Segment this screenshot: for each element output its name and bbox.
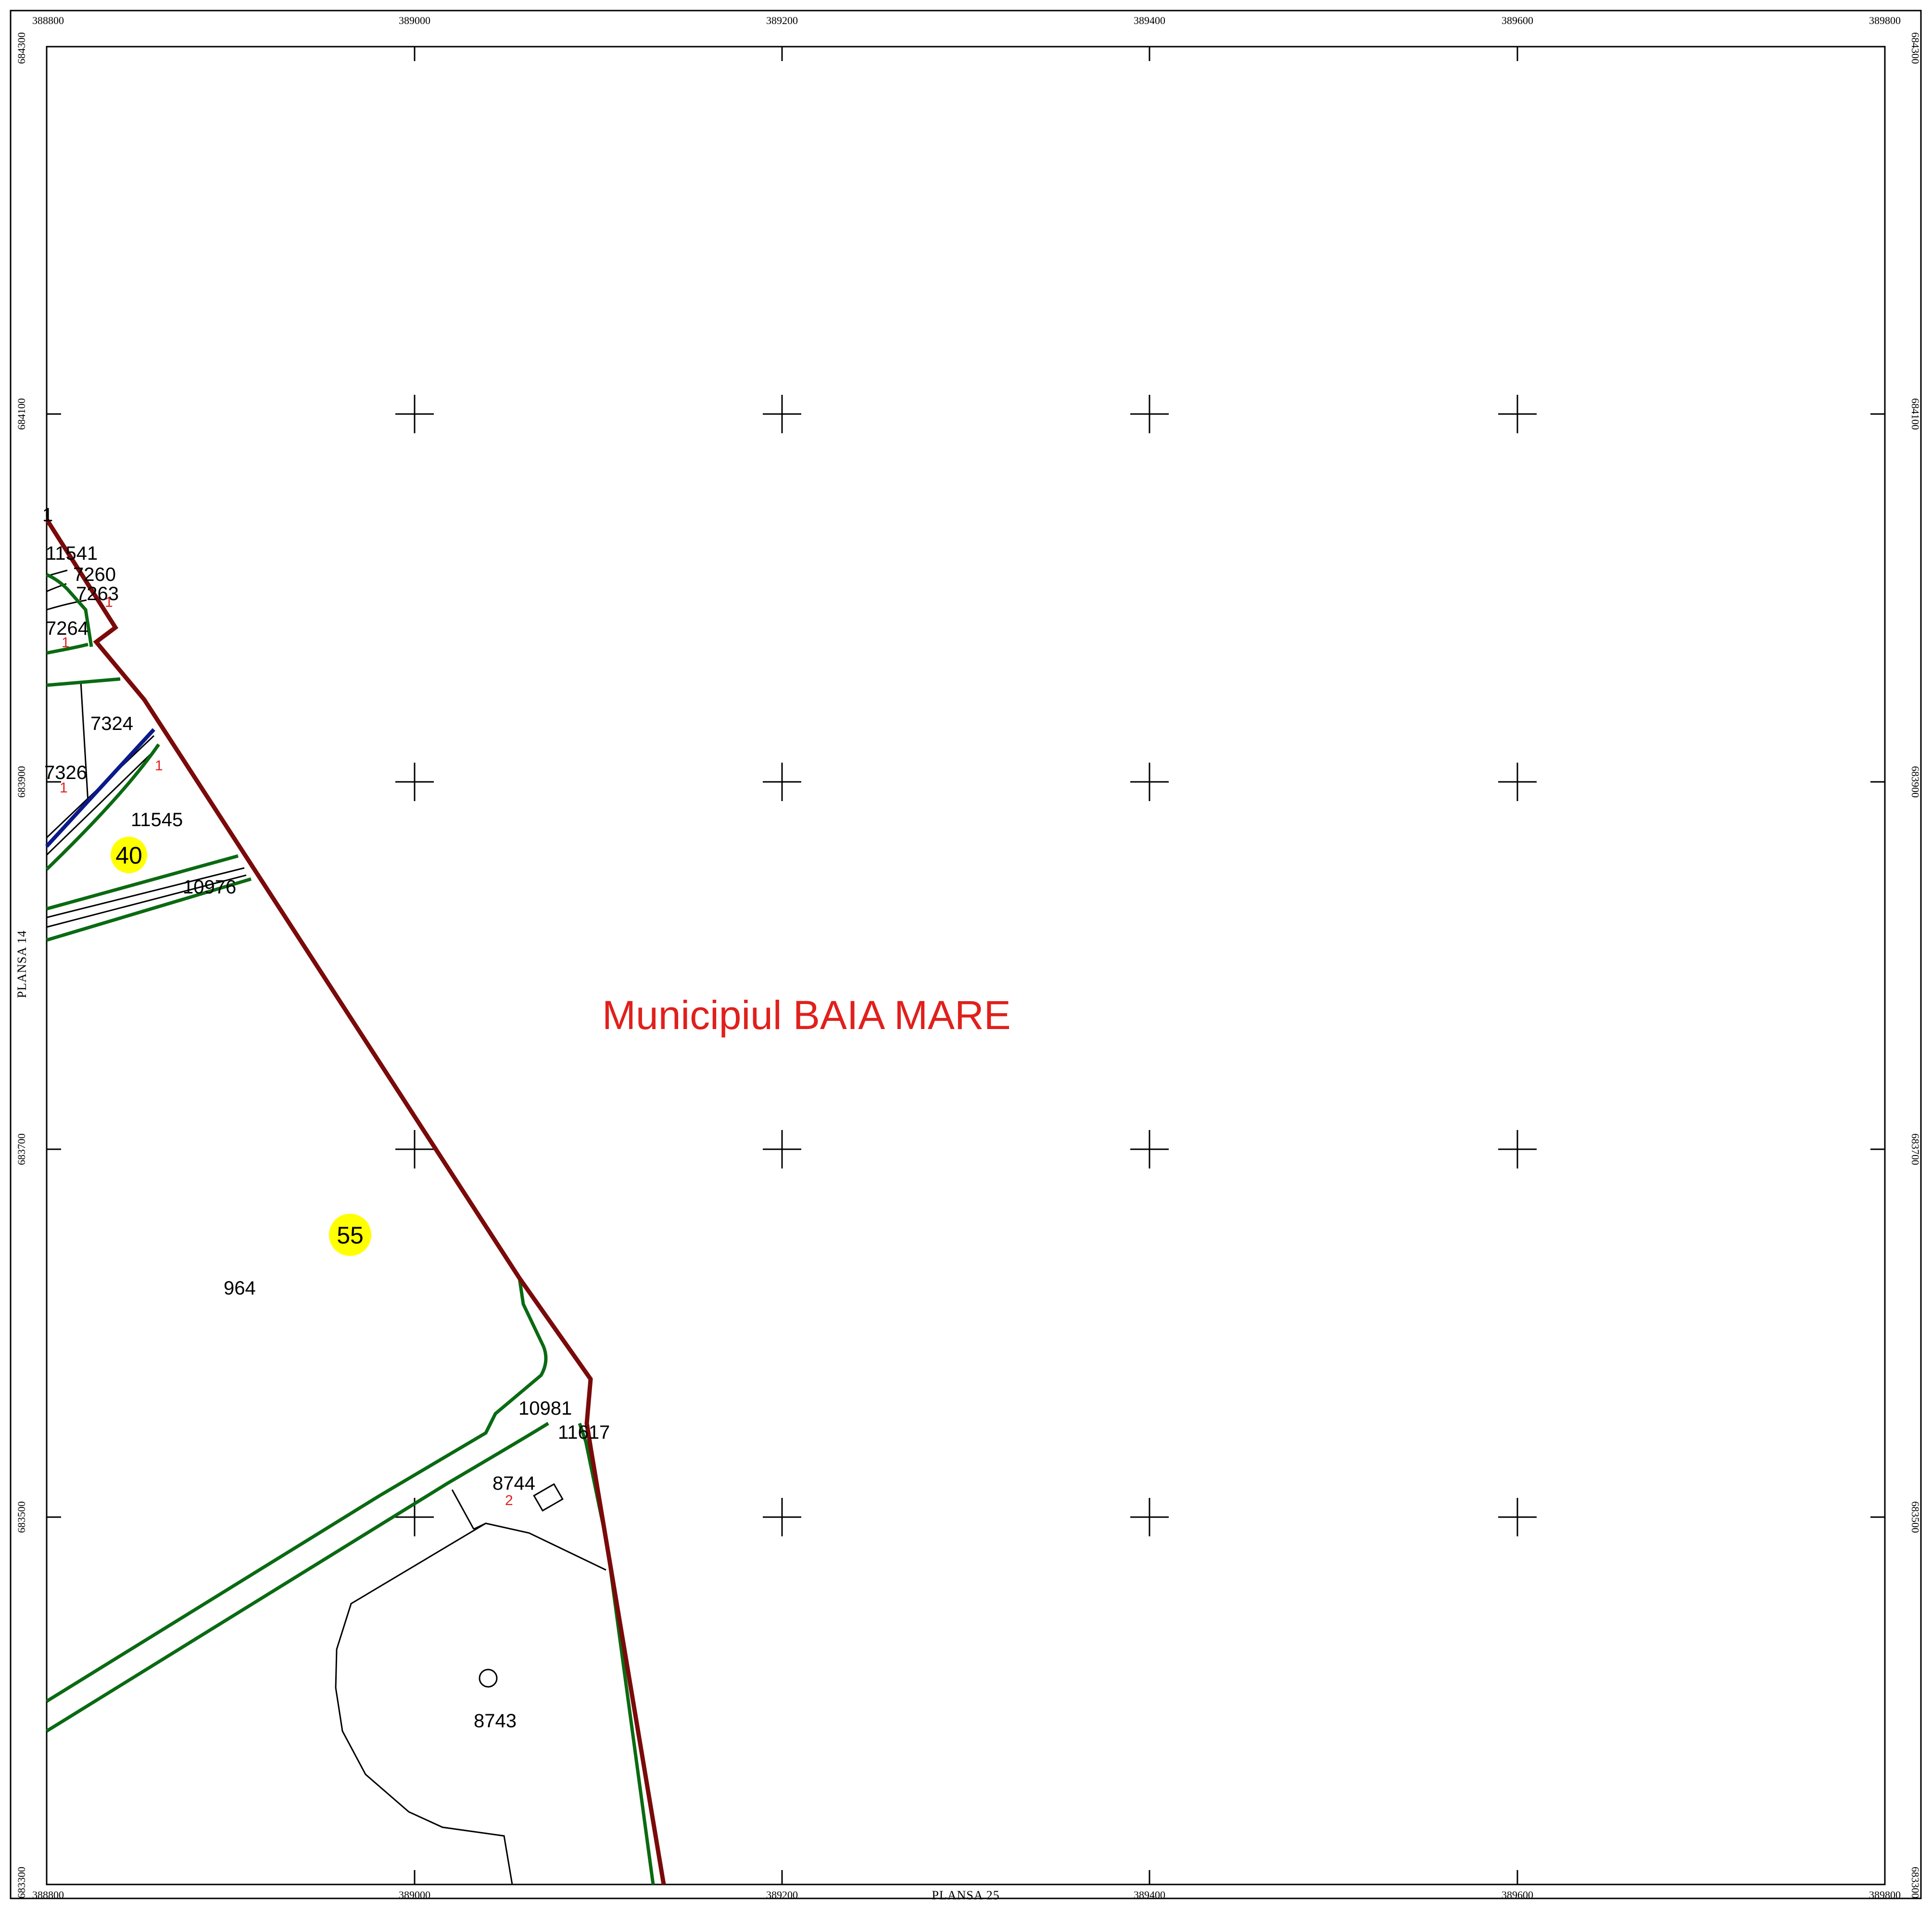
marker-7326: 1 xyxy=(60,780,68,796)
x-tick-bottom-389400: 389400 xyxy=(1134,1889,1165,1901)
frame-ticks xyxy=(47,47,1885,1884)
x-tick-top-389000: 389000 xyxy=(399,14,430,26)
administrative-boundary xyxy=(45,518,666,1885)
x-tick-top-389800: 389800 xyxy=(1869,14,1901,26)
marker-7264: 1 xyxy=(62,635,70,651)
x-tick-top-388800: 388800 xyxy=(32,14,64,26)
parcel-label-7260: 7260 xyxy=(73,564,116,585)
parcel-label-8743: 8743 xyxy=(474,1710,517,1732)
map-frame xyxy=(46,46,1886,1885)
parcel-outlines xyxy=(46,569,606,1885)
svg-text:40: 40 xyxy=(115,842,142,869)
parcel-label-10976: 10976 xyxy=(183,877,236,898)
municipality-title: Municipiul BAIA MARE xyxy=(602,992,1011,1038)
parcel-label-8744: 8744 xyxy=(492,1473,535,1494)
stream-line xyxy=(45,728,155,848)
building-8744 xyxy=(533,1483,564,1512)
x-tick-bottom-389000: 389000 xyxy=(399,1889,430,1901)
outer-frame xyxy=(10,10,1922,1899)
y-tick-right-683900: 683900 xyxy=(1909,766,1921,798)
parcel-label-7324: 7324 xyxy=(90,713,133,734)
parcel-label-11617: 11617 xyxy=(558,1422,610,1443)
parcel-label-10981: 10981 xyxy=(518,1398,572,1419)
parcel-label-11541: 11541 xyxy=(46,543,98,564)
x-tick-bottom-389600: 389600 xyxy=(1502,1889,1533,1901)
x-tick-bottom-388800: 388800 xyxy=(32,1889,64,1901)
parcel-label-7326: 7326 xyxy=(44,762,87,783)
y-tick-left-683300: 683300 xyxy=(15,1867,27,1898)
parcel-label-11545: 11545 xyxy=(131,809,183,830)
parcel-label-7264: 7264 xyxy=(46,618,88,639)
y-tick-left-683900: 683900 xyxy=(15,766,27,798)
x-tick-top-389600: 389600 xyxy=(1502,14,1533,26)
sector-badge-55: 55 xyxy=(329,1214,371,1256)
y-tick-right-684100: 684100 xyxy=(1909,398,1921,430)
y-tick-left-683700: 683700 xyxy=(15,1133,27,1165)
svg-text:55: 55 xyxy=(337,1222,364,1249)
parcel-label-964: 964 xyxy=(224,1278,256,1299)
y-tick-right-683500: 683500 xyxy=(1909,1501,1921,1533)
marker-boundary: 1 xyxy=(155,758,163,774)
sheet-ref-bottom: PLANSA 25 xyxy=(932,1888,999,1902)
y-tick-right-684300: 684300 xyxy=(1909,32,1921,64)
grid-crosses xyxy=(395,395,1537,1536)
sheet-ref-left: PLANSA 14 xyxy=(15,930,29,998)
y-tick-right-683700: 683700 xyxy=(1909,1133,1921,1165)
sector-badge-40: 40 xyxy=(111,837,147,873)
marker-8744: 2 xyxy=(505,1493,513,1508)
parcel-label-7263: 7263 xyxy=(76,583,119,604)
x-tick-bottom-389800: 389800 xyxy=(1869,1889,1901,1901)
x-tick-bottom-389200: 389200 xyxy=(766,1889,798,1901)
well-symbol xyxy=(479,1669,498,1688)
y-tick-left-684100: 684100 xyxy=(15,398,27,430)
x-tick-top-389200: 389200 xyxy=(766,14,798,26)
x-tick-top-389400: 389400 xyxy=(1134,14,1165,26)
y-tick-left-683500: 683500 xyxy=(15,1501,27,1533)
parcel-label-1: 1 xyxy=(42,504,53,526)
marker-7260: 1 xyxy=(105,594,113,610)
y-tick-left-684300: 684300 xyxy=(15,32,27,64)
y-tick-right-683300: 683300 xyxy=(1909,1867,1921,1898)
